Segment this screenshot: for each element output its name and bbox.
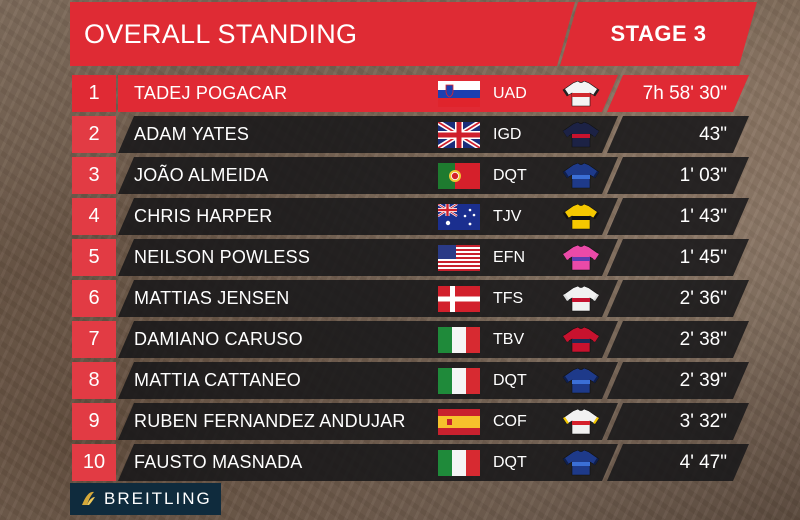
team-code: TJV — [493, 207, 522, 225]
standing-row: 5 NEILSON POWLESS EFN 1' 45" — [72, 237, 762, 278]
sponsor-name: BREITLING — [104, 489, 212, 508]
tfs-jersey-icon — [562, 286, 600, 312]
usa-flag-icon — [438, 245, 480, 271]
rider-name: MATTIA CATTANEO — [134, 370, 302, 390]
team-code: TBV — [493, 330, 525, 348]
rider-name: JOÃO ALMEIDA — [134, 165, 269, 185]
time-gap: 1' 03" — [607, 157, 749, 194]
rider-name: RUBEN FERNANDEZ ANDUJAR — [134, 411, 406, 431]
position-number: 5 — [72, 239, 116, 276]
standings-table: 1 TADEJ POGACAR UAD 7h 58' 30" 2 ADAM YATES IG… — [72, 73, 762, 483]
uk-flag-icon — [438, 122, 480, 148]
standing-row: 2 ADAM YATES IGD 43" — [72, 114, 762, 155]
team-code: COF — [493, 412, 527, 430]
position-number: 10 — [72, 444, 116, 481]
position-number: 7 — [72, 321, 116, 358]
standing-row: 10 FAUSTO MASNADA DQT 4' 47" — [72, 442, 762, 483]
dqt-jersey-icon — [562, 163, 600, 189]
header-stage-banner: STAGE 3 — [560, 2, 757, 66]
rider-name: FAUSTO MASNADA — [134, 452, 303, 472]
position-number: 9 — [72, 403, 116, 440]
team-code: DQT — [493, 371, 527, 389]
rider-name: CHRIS HARPER — [134, 206, 273, 226]
header-title-banner: OVERALL STANDING — [70, 2, 575, 66]
rider-panel — [118, 198, 618, 235]
rider-panel — [118, 403, 618, 440]
rider-panel — [118, 280, 618, 317]
standing-row: 6 MATTIAS JENSEN TFS 2' 36" — [72, 278, 762, 319]
rider-panel — [118, 75, 618, 112]
rider-panel — [118, 362, 618, 399]
standing-row: 1 TADEJ POGACAR UAD 7h 58' 30" — [72, 73, 762, 114]
dqt-jersey-icon — [562, 368, 600, 394]
portugal-flag-icon — [438, 163, 480, 189]
position-number: 3 — [72, 157, 116, 194]
dqt-jersey-icon — [562, 450, 600, 476]
team-code: UAD — [493, 84, 527, 102]
stage-label: STAGE 3 — [610, 21, 707, 46]
time-gap: 4' 47" — [607, 444, 749, 481]
time-gap: 2' 36" — [607, 280, 749, 317]
standing-row: 3 JOÃO ALMEIDA DQT 1' 03" — [72, 155, 762, 196]
time-gap: 7h 58' 30" — [607, 75, 749, 112]
rider-panel — [118, 444, 618, 481]
standing-row: 4 CHRIS HARPER TJV 1' 43" — [72, 196, 762, 237]
team-code: DQT — [493, 453, 527, 471]
time-gap: 2' 39" — [607, 362, 749, 399]
team-code: EFN — [493, 248, 525, 266]
time-gap: 2' 38" — [607, 321, 749, 358]
position-number: 6 — [72, 280, 116, 317]
rider-panel — [118, 321, 618, 358]
rider-panel — [118, 116, 618, 153]
standing-row: 9 RUBEN FERNANDEZ ANDUJAR COF 3' 32" — [72, 401, 762, 442]
time-gap: 43" — [607, 116, 749, 153]
rider-panel — [118, 239, 618, 276]
breitling-logo-icon — [82, 491, 95, 505]
page-title: OVERALL STANDING — [84, 18, 358, 49]
igd-jersey-icon — [562, 122, 600, 148]
tbv-jersey-icon — [562, 327, 600, 353]
standing-row: 8 MATTIA CATTANEO DQT 2' 39" — [72, 360, 762, 401]
italy-flag-icon — [438, 368, 480, 394]
time-gap: 3' 32" — [607, 403, 749, 440]
italy-flag-icon — [438, 327, 480, 353]
rider-name: MATTIAS JENSEN — [134, 288, 290, 308]
team-code: TFS — [493, 289, 524, 307]
time-gap: 1' 43" — [607, 198, 749, 235]
team-code: DQT — [493, 166, 527, 184]
slovenia-flag-icon — [438, 81, 480, 107]
denmark-flag-icon — [438, 286, 480, 312]
time-gap: 1' 45" — [607, 239, 749, 276]
standing-row: 7 DAMIANO CARUSO TBV 2' 38" — [72, 319, 762, 360]
rider-name: ADAM YATES — [134, 124, 250, 144]
rider-name: NEILSON POWLESS — [134, 247, 311, 267]
italy-flag-icon — [438, 450, 480, 476]
tjv-jersey-icon — [562, 204, 600, 230]
position-number: 1 — [72, 75, 116, 112]
australia-flag-icon — [438, 204, 480, 230]
position-number: 8 — [72, 362, 116, 399]
rider-panel — [118, 157, 618, 194]
efn-jersey-icon — [562, 245, 600, 271]
rider-name: DAMIANO CARUSO — [134, 329, 303, 349]
uad-jersey-icon — [562, 81, 600, 107]
rider-name: TADEJ POGACAR — [134, 83, 288, 103]
position-number: 4 — [72, 198, 116, 235]
sponsor-badge: BREITLING — [70, 483, 221, 515]
spain-flag-icon — [438, 409, 480, 435]
cof-jersey-icon — [562, 409, 600, 435]
team-code: IGD — [493, 125, 522, 143]
position-number: 2 — [72, 116, 116, 153]
